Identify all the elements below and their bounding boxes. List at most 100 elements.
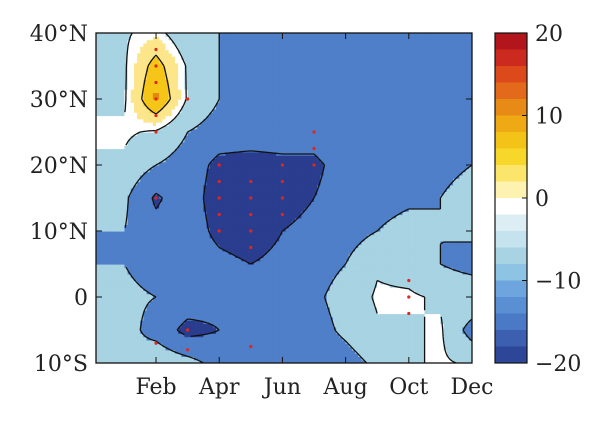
contour-cell: [102, 141, 107, 146]
contour-cell: [178, 56, 182, 60]
contour-cell: [187, 346, 192, 351]
contour-cell: [130, 198, 135, 202]
contour-cell: [137, 221, 141, 225]
contour-cell: [143, 158, 148, 163]
contour-cell: [133, 214, 138, 219]
contour-cell: [171, 356, 176, 361]
contour-cell: [118, 339, 122, 344]
contour-cell: [200, 66, 205, 70]
contour-cell: [209, 313, 214, 318]
contour-cell: [165, 290, 170, 295]
contour-cell: [200, 240, 205, 245]
contour-cell: [121, 171, 126, 176]
contour-cell: [203, 132, 208, 136]
contour-cell: [114, 320, 119, 324]
contour-cell: [181, 39, 186, 44]
contour-cell: [193, 151, 198, 156]
contour-cell: [111, 151, 116, 156]
contour-cell: [130, 313, 135, 318]
contour-cell: [102, 300, 107, 305]
contour-cell: [152, 333, 157, 338]
contour-cell: [178, 184, 182, 189]
contour-cell: [200, 339, 205, 344]
contour-cell: [181, 250, 186, 255]
contour-cell: [99, 36, 103, 41]
contour-cell: [181, 330, 186, 334]
contour-cell: [133, 330, 138, 334]
contour-cell: [184, 214, 189, 219]
contour-cell: [118, 145, 122, 150]
contour-cell: [108, 201, 113, 206]
contour-cell: [127, 79, 132, 84]
contour-cell: [174, 231, 179, 235]
contour-cell: [114, 138, 119, 143]
contour-cell: [130, 277, 135, 282]
contour-cell: [124, 316, 129, 321]
contour-cell: [105, 273, 110, 278]
contour-cell: [197, 191, 201, 196]
contour-cell: [118, 95, 122, 100]
contour-cell: [127, 165, 132, 169]
contour-cell: [152, 178, 157, 183]
contour-cell: [127, 151, 132, 156]
contour-cell: [193, 201, 198, 206]
contour-cell: [162, 217, 167, 222]
contour-cell: [156, 49, 160, 54]
contour-cell: [156, 191, 160, 196]
contour-cell: [146, 333, 151, 338]
contour-cell: [197, 273, 201, 278]
contour-cell: [184, 105, 189, 110]
contour-cell: [114, 108, 119, 113]
contour-cell: [114, 33, 119, 37]
contour-cell: [118, 257, 122, 262]
contour-cell: [114, 122, 119, 126]
contour-cell: [96, 155, 100, 159]
contour-cell: [130, 39, 135, 44]
contour-cell: [124, 323, 129, 328]
contour-cell: [203, 115, 208, 120]
contour-cell: [130, 280, 135, 285]
contour-cell: [111, 198, 116, 202]
contour-cell: [108, 85, 113, 90]
contour-cell: [133, 85, 138, 90]
contour-cell: [149, 105, 154, 110]
contour-cell: [105, 353, 110, 357]
contour-cell: [206, 171, 211, 176]
contour-cell: [203, 306, 208, 311]
contour-cell: [203, 62, 208, 67]
contour-cell: [146, 36, 151, 41]
contour-cell: [174, 62, 179, 67]
contour-cell: [168, 201, 173, 206]
contour-cell: [152, 211, 157, 216]
contour-cell: [209, 270, 214, 275]
contour-cell: [149, 184, 154, 189]
contour-cell: [168, 303, 173, 308]
contour-cell: [96, 257, 100, 262]
contour-cell: [140, 69, 144, 74]
contour-cell: [203, 194, 208, 199]
contour-cell: [171, 227, 176, 232]
contour-cell: [130, 221, 135, 225]
contour-cell: [184, 56, 189, 60]
contour-cell: [162, 102, 167, 107]
contour-cell: [99, 356, 103, 361]
contour-cell: [152, 36, 157, 41]
contour-cell: [190, 79, 195, 84]
contour-cell: [159, 52, 163, 57]
contour-cell: [140, 313, 144, 318]
contour-cell: [162, 39, 167, 44]
contour-cell: [200, 323, 205, 328]
contour-cell: [174, 161, 179, 166]
contour-cell: [159, 184, 163, 189]
contour-cell: [137, 346, 141, 351]
contour-cell: [181, 52, 186, 57]
contour-cell: [102, 138, 107, 143]
contour-cell: [127, 128, 132, 133]
contour-cell: [171, 336, 176, 341]
contour-cell: [171, 59, 176, 64]
contour-cell: [171, 353, 176, 357]
contour-cell: [121, 217, 126, 222]
contour-cell: [114, 313, 119, 318]
contour-cell: [133, 240, 138, 245]
contour-cell: [156, 62, 160, 67]
